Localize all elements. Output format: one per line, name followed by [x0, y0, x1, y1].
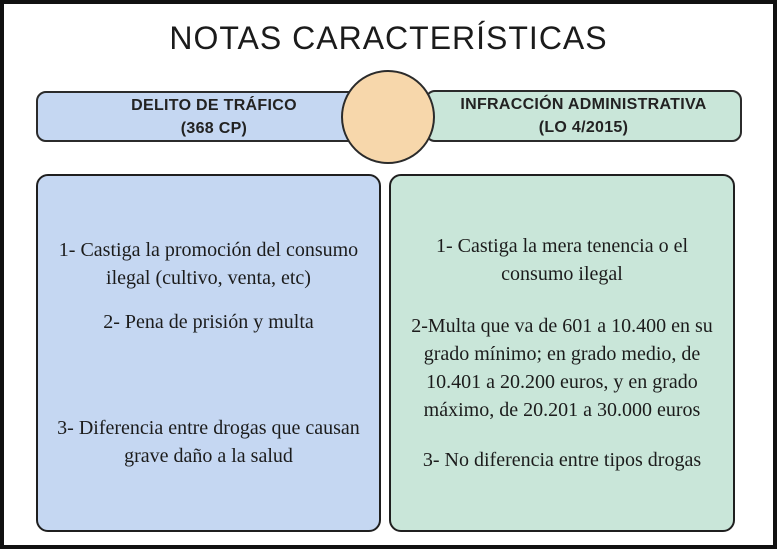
infraccion-item-1: 1- Castiga la mera tenencia o el consumo…	[435, 235, 689, 285]
page-title: NOTAS CARACTERÍSTICAS	[169, 20, 608, 56]
delito-trafico-box: 1- Castiga la promoción del consumo ileg…	[36, 174, 381, 532]
delito-item-1: 1- Castiga la promoción del consumo ileg…	[58, 239, 359, 289]
connector-circle	[341, 70, 435, 164]
header-delito-trafico: DELITO DE TRÁFICO (368 CP)	[36, 91, 392, 142]
delito-item-3: 3- Diferencia entre drogas que causan gr…	[57, 417, 360, 467]
infraccion-item-2: 2-Multa que va de 601 a 10.400 en su gra…	[411, 315, 713, 421]
infraccion-administrativa-box: 1- Castiga la mera tenencia o el consumo…	[389, 174, 735, 532]
header-infraccion-administrativa: INFRACCIÓN ADMINISTRATIVA (LO 4/2015)	[425, 90, 742, 142]
delito-item-2: 2- Pena de prisión y multa	[103, 311, 314, 333]
infraccion-item-3: 3- No diferencia entre tipos drogas	[422, 449, 702, 471]
